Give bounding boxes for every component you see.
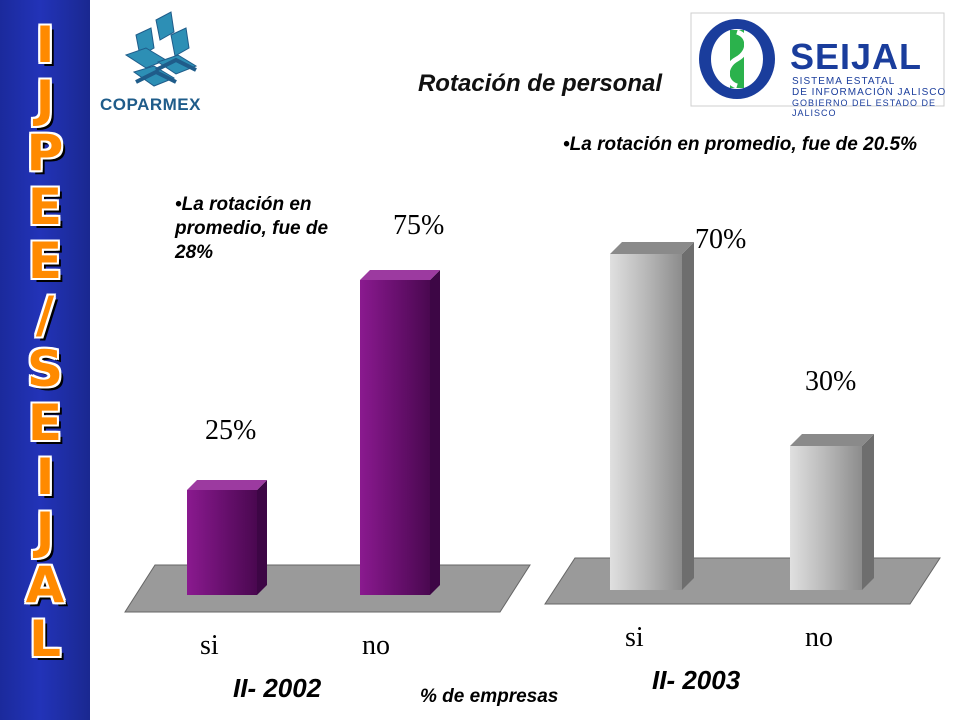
bar-side (430, 270, 440, 595)
data-label: 70% (695, 224, 747, 255)
sidebar-letter: P (26, 124, 64, 182)
sidebar-letter: I (35, 16, 55, 74)
sidebar-letters: I J P E E / S E I J A L (0, 18, 90, 666)
sidebar-letter: / (35, 286, 55, 344)
sidebar-letter: E (27, 178, 63, 236)
data-label: 75% (393, 210, 445, 241)
seijal-line-1: SISTEMA ESTATAL (792, 76, 896, 87)
category-label: no (805, 622, 833, 653)
seijal-wordmark: SEIJAL (790, 36, 923, 77)
bar-side (682, 242, 694, 590)
units-label: % de empresas (420, 686, 559, 707)
period-label: II- 2003 (652, 665, 741, 695)
bar-top (790, 434, 874, 446)
bar-top (360, 270, 440, 280)
bar-front (610, 254, 682, 590)
seijal-logo (690, 12, 945, 107)
sidebar-letter: J (35, 70, 55, 128)
sidebar-letter: S (26, 340, 63, 398)
note-2003: •La rotación en promedio, fue de 20.5% (563, 134, 918, 155)
sidebar-letter: I (35, 448, 55, 506)
data-label: 25% (205, 415, 257, 446)
sidebar-letter: E (27, 232, 63, 290)
category-label: si (200, 630, 219, 661)
category-label: no (362, 630, 390, 661)
page-title: Rotación de personal (417, 70, 663, 97)
bar-side (257, 480, 267, 595)
sidebar-letter: E (27, 394, 63, 452)
bar-top (187, 480, 267, 490)
bar-front (790, 446, 862, 590)
data-label: 30% (805, 366, 857, 397)
sidebar-banner: I J P E E / S E I J A L (0, 0, 90, 720)
chart-floor (124, 564, 531, 613)
sidebar-letter: L (29, 610, 61, 668)
sidebar-letter: A (25, 556, 65, 614)
sidebar-letter: J (35, 502, 55, 560)
category-label: si (625, 622, 644, 653)
bar-front (360, 280, 430, 595)
period-label: II- 2002 (233, 673, 322, 703)
bar-top (610, 242, 694, 254)
chart-floor (544, 557, 941, 605)
coparmex-wordmark: COPARMEX (100, 95, 201, 114)
coparmex-logo (124, 11, 198, 87)
seijal-line-3: GOBIERNO DEL ESTADO DE JALISCO (792, 98, 937, 118)
seijal-line-2: DE INFORMACIÓN JALISCO (792, 87, 947, 98)
bar-front (187, 490, 257, 595)
bar-side (862, 434, 874, 590)
note-2002: •La rotación en promedio, fue de 28% (175, 194, 329, 263)
